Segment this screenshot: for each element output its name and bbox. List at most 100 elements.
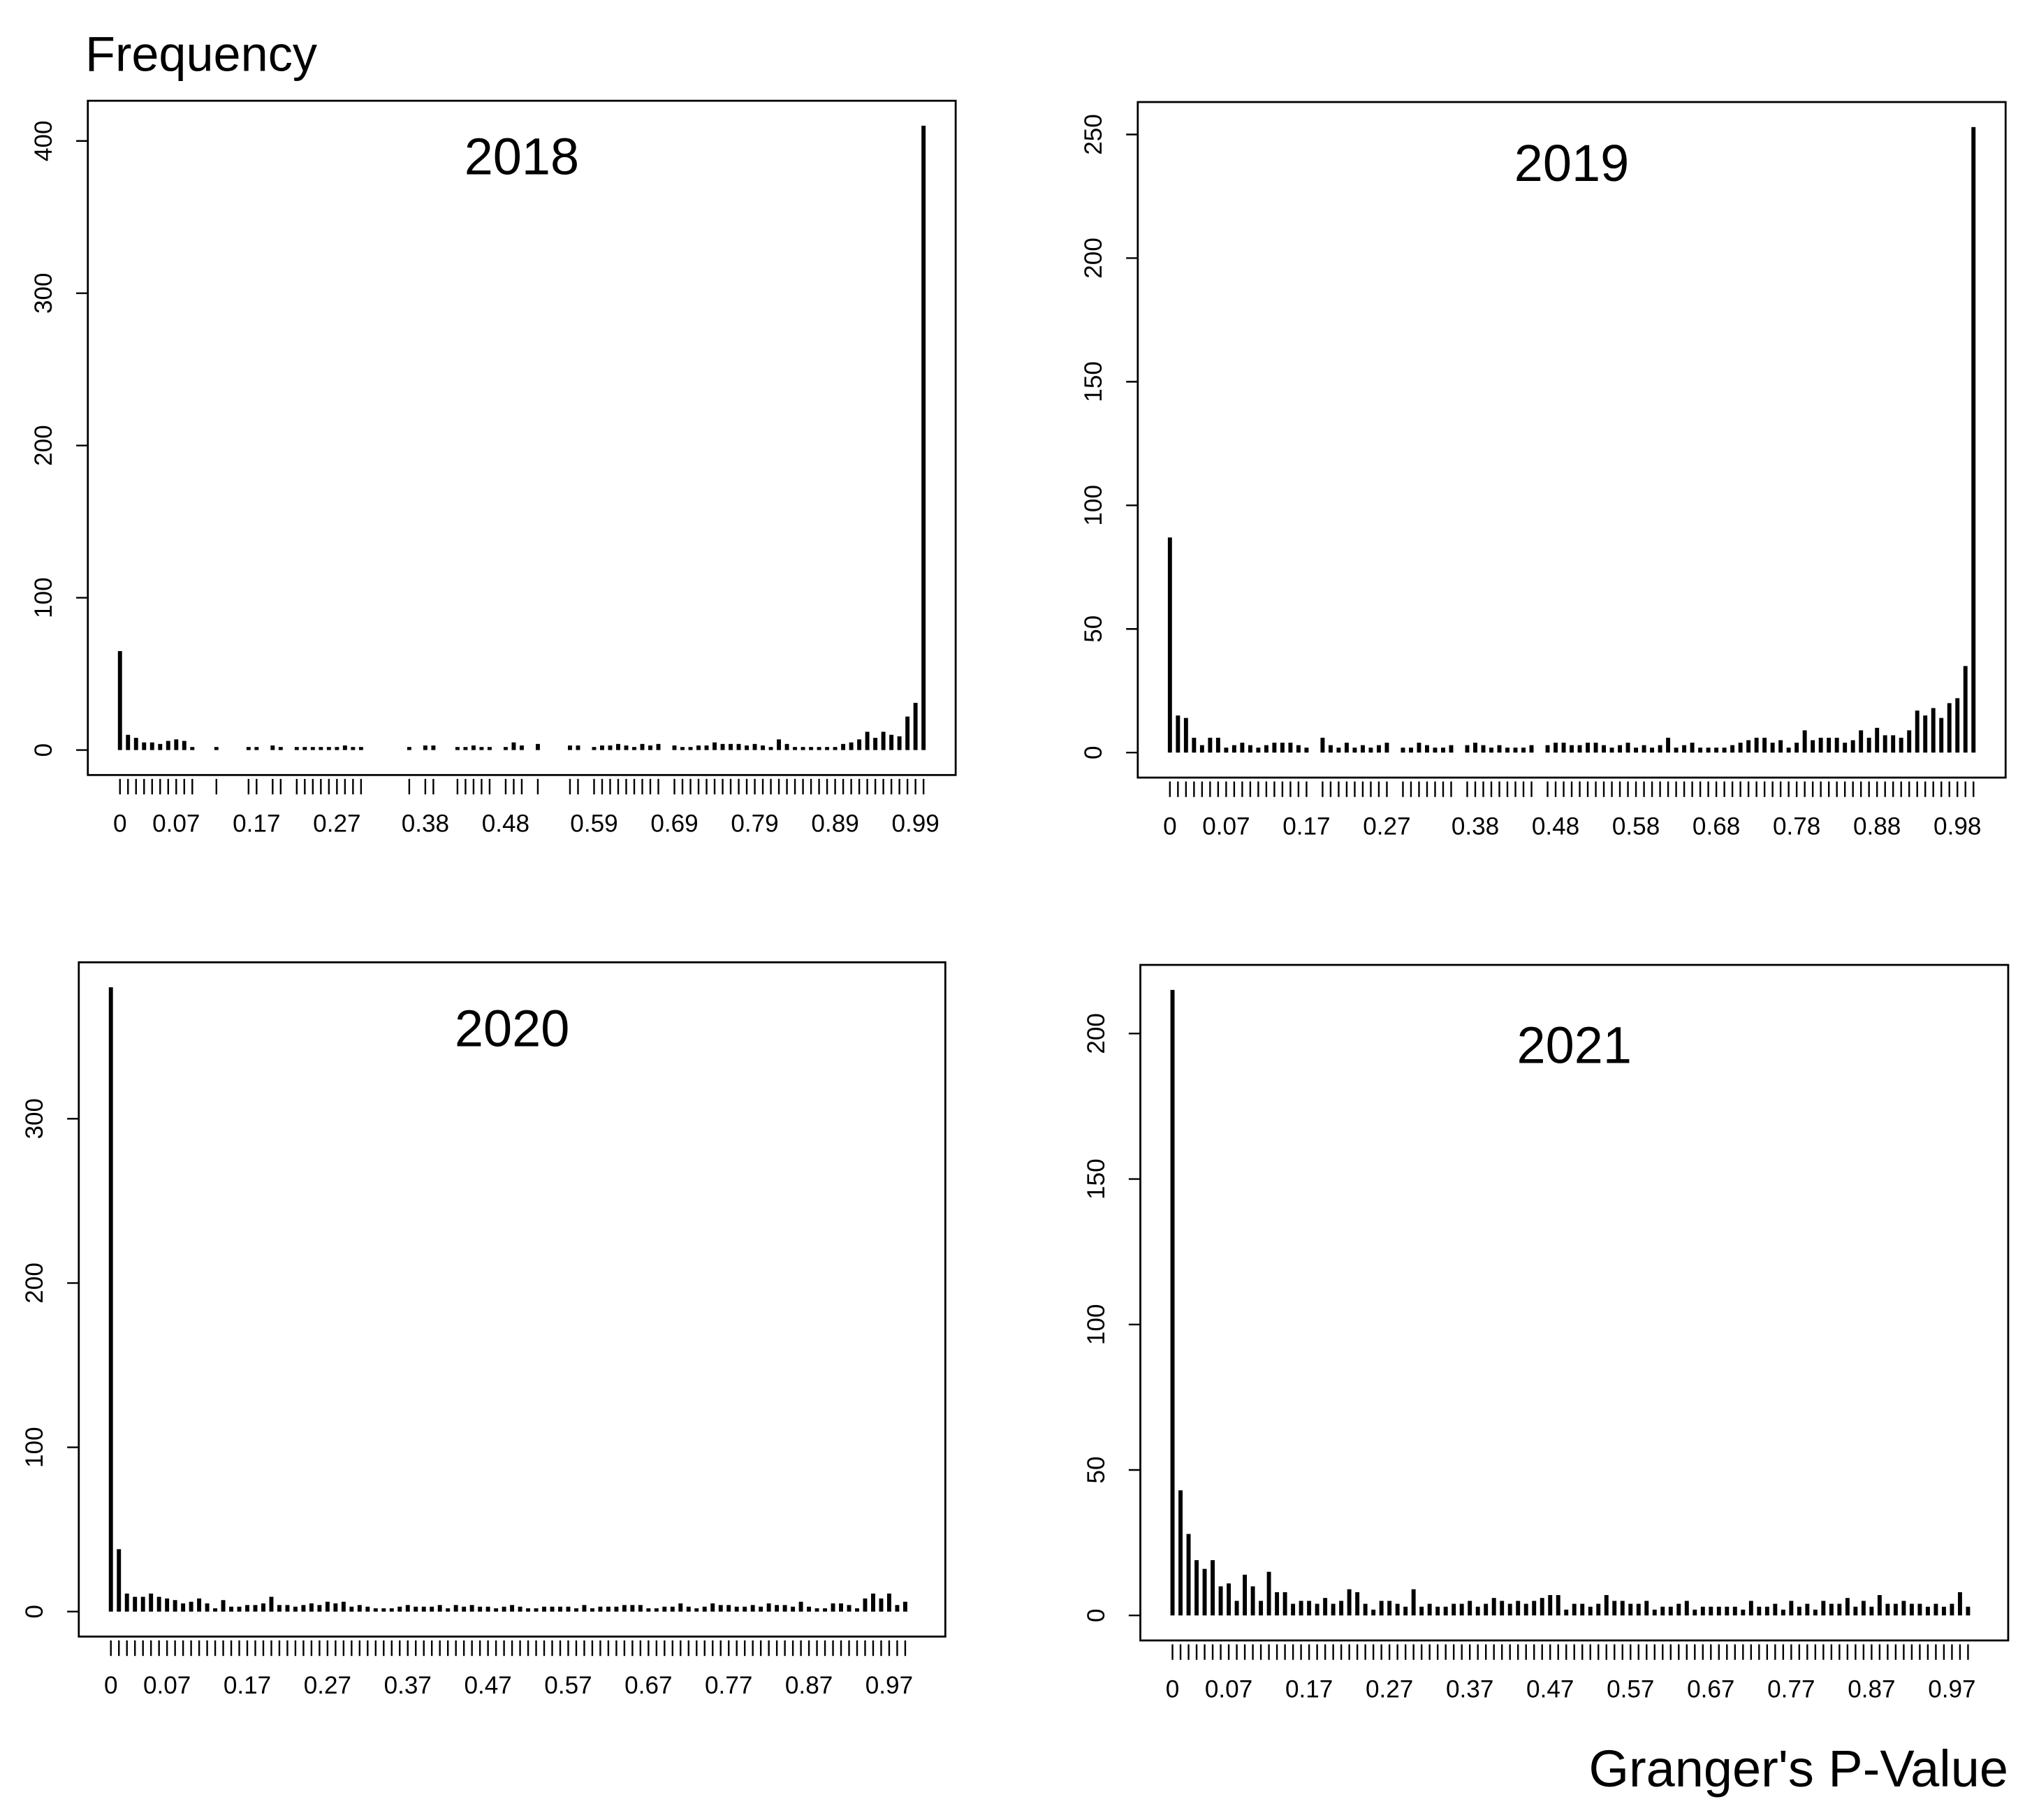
bar bbox=[1682, 745, 1687, 753]
bar bbox=[221, 1600, 226, 1612]
y-tick-label: 0 bbox=[1080, 745, 1107, 759]
bar bbox=[640, 743, 645, 750]
y-tick-label: 100 bbox=[1080, 485, 1107, 526]
bar bbox=[873, 738, 878, 750]
x-tick-label: 0.99 bbox=[891, 810, 939, 838]
x-tick-label: 0.48 bbox=[482, 810, 529, 838]
bar bbox=[341, 1601, 346, 1612]
bar bbox=[1636, 1603, 1641, 1616]
bar bbox=[397, 1606, 402, 1612]
bar bbox=[1732, 1606, 1737, 1616]
bar bbox=[817, 747, 821, 750]
x-tick-label: 0.69 bbox=[650, 810, 698, 838]
bar bbox=[1275, 1592, 1280, 1616]
bar bbox=[487, 747, 492, 750]
bar bbox=[1923, 715, 1928, 753]
bar bbox=[156, 1596, 161, 1612]
x-tick-label: 0.88 bbox=[1853, 813, 1901, 840]
panel-title: 2019 bbox=[1514, 134, 1629, 192]
bar bbox=[189, 1601, 193, 1612]
bar bbox=[1917, 1603, 1922, 1616]
bar bbox=[777, 739, 782, 750]
bar bbox=[1475, 1606, 1480, 1616]
bar bbox=[1709, 1606, 1713, 1616]
bar bbox=[229, 1606, 234, 1612]
bar bbox=[702, 1606, 707, 1612]
bar bbox=[502, 1606, 506, 1612]
bar bbox=[446, 1608, 451, 1612]
bar bbox=[351, 747, 356, 750]
bar bbox=[485, 1606, 490, 1612]
bar bbox=[1280, 743, 1285, 753]
bar bbox=[1282, 1592, 1287, 1616]
bar bbox=[592, 747, 597, 750]
bar bbox=[672, 745, 677, 750]
x-tick-label: 0.57 bbox=[1607, 1675, 1654, 1703]
bar bbox=[1368, 748, 1373, 753]
bar bbox=[638, 1605, 643, 1612]
bar bbox=[1452, 1603, 1456, 1616]
x-tick-label: 0 bbox=[1163, 813, 1177, 840]
bar bbox=[325, 1601, 330, 1612]
bar bbox=[1773, 1603, 1778, 1616]
bar bbox=[1307, 1601, 1312, 1616]
x-tick-label: 0.79 bbox=[731, 810, 778, 838]
bar bbox=[839, 1603, 843, 1612]
bar bbox=[630, 1605, 635, 1612]
bar bbox=[1352, 748, 1357, 753]
bar bbox=[1484, 1603, 1489, 1616]
x-tick-label: 0.87 bbox=[785, 1672, 833, 1699]
y-tick-label: 300 bbox=[21, 1098, 48, 1140]
y-tick-label: 100 bbox=[1083, 1304, 1110, 1345]
bar bbox=[319, 747, 323, 750]
y-tick-label: 400 bbox=[30, 120, 57, 161]
bar bbox=[752, 743, 757, 750]
bar bbox=[349, 1606, 354, 1612]
bar bbox=[1315, 1603, 1319, 1616]
bar bbox=[574, 1608, 578, 1612]
bar bbox=[1875, 727, 1880, 753]
bar bbox=[1468, 1601, 1472, 1616]
x-tick-label: 0.27 bbox=[304, 1672, 351, 1699]
bar bbox=[463, 747, 468, 750]
bar bbox=[1658, 745, 1662, 753]
bar bbox=[849, 742, 854, 750]
bar bbox=[1634, 748, 1639, 753]
bar bbox=[1690, 743, 1695, 753]
bar bbox=[1861, 1601, 1866, 1616]
bar bbox=[766, 1603, 771, 1612]
bar bbox=[905, 716, 910, 750]
bar bbox=[1561, 743, 1566, 753]
bar bbox=[277, 1605, 282, 1612]
bar bbox=[1441, 748, 1445, 753]
x-tick-label: 0.47 bbox=[464, 1672, 511, 1699]
bar bbox=[1609, 748, 1614, 753]
bar bbox=[566, 1606, 571, 1612]
bar bbox=[1176, 715, 1180, 753]
bar bbox=[1227, 1583, 1231, 1616]
bar bbox=[108, 987, 113, 1612]
bar bbox=[624, 745, 629, 750]
bar bbox=[389, 1608, 394, 1612]
bar bbox=[1722, 748, 1727, 753]
bar bbox=[1523, 1603, 1528, 1616]
bar bbox=[1473, 743, 1477, 753]
bar bbox=[1915, 711, 1920, 753]
bar bbox=[736, 743, 741, 750]
bar bbox=[865, 731, 870, 750]
bar bbox=[310, 747, 315, 750]
bar bbox=[686, 1606, 691, 1612]
bar bbox=[1901, 1601, 1906, 1616]
bar bbox=[1481, 745, 1486, 753]
bar bbox=[405, 1605, 410, 1612]
bar bbox=[1264, 745, 1269, 753]
bar bbox=[1339, 1601, 1344, 1616]
bar bbox=[1813, 1609, 1818, 1616]
bar bbox=[1794, 743, 1799, 753]
bar bbox=[373, 1608, 378, 1612]
bar bbox=[1963, 666, 1968, 753]
bar bbox=[1243, 1574, 1248, 1616]
bar bbox=[381, 1608, 386, 1612]
bar bbox=[814, 1608, 819, 1612]
bar bbox=[793, 747, 798, 750]
